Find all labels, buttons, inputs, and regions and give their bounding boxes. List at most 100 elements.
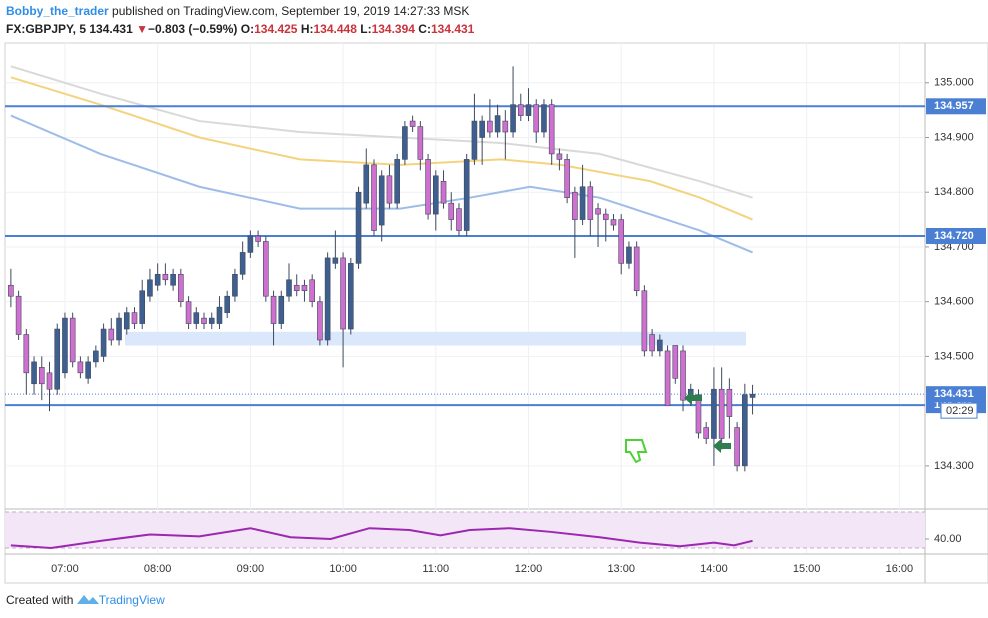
candle-body [541, 104, 547, 133]
thumbs-down-icon [625, 439, 648, 464]
footer: Created with TradingView [6, 593, 165, 607]
c-label: C: [418, 22, 431, 36]
candle-body [626, 246, 632, 264]
candle-body [85, 361, 91, 379]
candle-body [463, 159, 470, 231]
candle-body [572, 191, 578, 220]
candle-body [371, 164, 377, 231]
x-tick-label: 13:00 [607, 563, 635, 575]
candle-body [432, 175, 439, 215]
candle-body [726, 388, 733, 417]
candle-body [749, 393, 756, 398]
candle-body [510, 104, 516, 133]
candle-body [46, 372, 53, 390]
price-label: 134.720 [934, 230, 974, 242]
candle-body [139, 290, 146, 324]
candle-body [394, 159, 400, 204]
candle-body [54, 328, 61, 390]
candle-body [317, 301, 323, 341]
x-tick-label: 14:00 [700, 563, 728, 575]
candle-body [649, 334, 655, 352]
candle-body [208, 317, 215, 324]
candle-body [93, 350, 99, 363]
author[interactable]: Bobby_the_trader [6, 4, 109, 18]
candle-body [734, 427, 740, 467]
candle-body [8, 284, 14, 297]
candle-body [417, 126, 424, 160]
brand[interactable]: TradingView [98, 593, 165, 607]
candle-body [116, 317, 122, 341]
price-label-box [926, 228, 986, 245]
o-label: O: [240, 22, 255, 36]
candle-body [610, 219, 617, 226]
candle-body [23, 334, 30, 374]
candle-body [131, 312, 138, 324]
candle-body [278, 295, 285, 324]
candle-body [456, 208, 462, 231]
candle-body [657, 339, 663, 352]
candle-body [641, 290, 648, 352]
last: 134.431 [89, 22, 133, 36]
candle-body [548, 104, 555, 155]
candle-body [425, 159, 431, 215]
candle-body [162, 274, 169, 281]
candle-body [270, 295, 277, 324]
candle-body [170, 274, 176, 286]
arrow-annotation [713, 439, 731, 453]
candle-body [564, 159, 570, 198]
candle-body [633, 246, 640, 292]
price-label: 134.957 [934, 100, 974, 112]
moving-average [10, 76, 753, 221]
candle-body [595, 208, 601, 215]
candle-body [185, 301, 192, 324]
candle-body [664, 350, 671, 406]
h-label: H: [300, 22, 314, 36]
c: 134.431 [430, 22, 475, 36]
candle-body [293, 284, 300, 292]
candle-body [309, 279, 315, 302]
symbol: FX:GBPJPY, 5 [6, 22, 87, 36]
candle-body [38, 367, 45, 385]
candle-body [703, 427, 710, 439]
y-tick-label: 135.000 [934, 77, 974, 89]
candle-body [154, 274, 161, 286]
candle-body [409, 120, 416, 127]
published: published on TradingView.com, September … [112, 4, 470, 18]
last-price-label: 134.431 [934, 388, 974, 400]
x-tick-label: 08:00 [144, 563, 172, 575]
candle-body [502, 120, 509, 133]
countdown: 02:29 [946, 405, 974, 417]
l-label: L: [360, 22, 372, 36]
candle-body [239, 252, 246, 275]
zone [125, 331, 746, 346]
logo [76, 595, 99, 604]
candle-body [348, 263, 354, 330]
candle-body [402, 126, 408, 160]
candle-body [718, 388, 725, 439]
candle-body [301, 284, 308, 292]
x-tick-label: 11:00 [422, 563, 449, 575]
candle-body [201, 317, 207, 324]
candle-body [332, 257, 339, 264]
candle-body [100, 328, 107, 357]
candle-body [487, 120, 493, 133]
frame [4, 42, 988, 584]
candle-body [263, 241, 269, 297]
rsi-line [10, 527, 753, 550]
x-tick-label: 16:00 [886, 563, 914, 575]
candle-body [479, 120, 485, 138]
candle-body [232, 274, 238, 297]
candle-body [602, 213, 609, 220]
candle-body [672, 345, 679, 379]
candle-body [680, 350, 686, 401]
candle-body [355, 191, 362, 264]
header-line-2: FX:GBPJPY, 5 134.431 ▼−0.803 (−0.59%) O:… [6, 22, 474, 36]
candle-body [247, 235, 254, 253]
candle-body [77, 361, 84, 374]
candle-body [579, 186, 586, 220]
candle-body [108, 328, 115, 341]
candle-body [533, 104, 540, 133]
candle-body [556, 153, 563, 160]
candle-body [695, 394, 702, 434]
